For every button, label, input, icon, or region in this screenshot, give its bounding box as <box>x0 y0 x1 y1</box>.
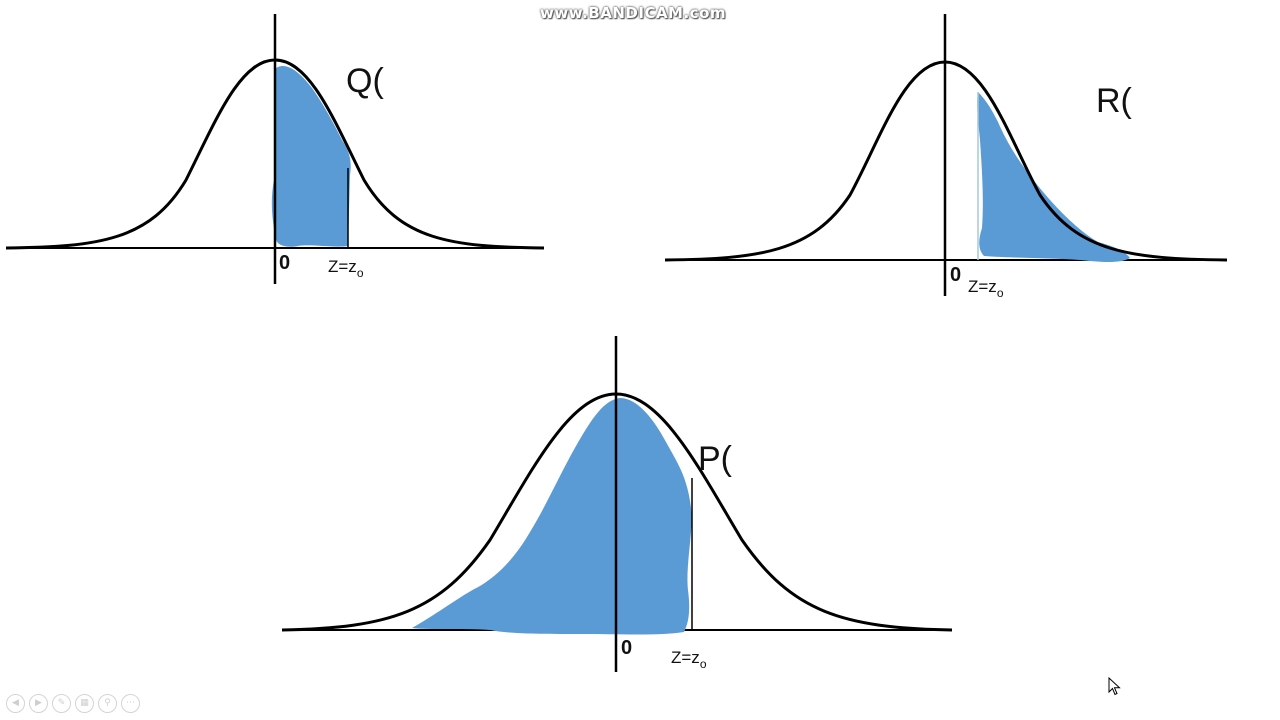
previous-icon[interactable]: ◀ <box>6 694 25 713</box>
p-origin-label: 0 <box>621 637 632 659</box>
panel-q: Q( 0 Z=zo <box>5 14 545 284</box>
p-z-label: Z=zo <box>671 648 707 671</box>
q-label: Q( <box>346 62 384 100</box>
r-shaded-area <box>977 92 1130 262</box>
more-icon[interactable]: ⋯ <box>121 694 140 713</box>
r-z-label: Z=zo <box>968 277 1004 300</box>
q-z-label: Z=zo <box>328 257 364 280</box>
q-origin-label: 0 <box>279 252 290 274</box>
panel-p: P( 0 Z=zo <box>281 336 953 672</box>
p-shaded-area <box>412 398 692 635</box>
slides-icon[interactable]: ▦ <box>75 694 94 713</box>
q-z-main: Z=z <box>328 257 357 276</box>
r-origin-label: 0 <box>950 264 961 286</box>
r-z-sub: o <box>997 286 1004 300</box>
r-label: R( <box>1096 82 1133 120</box>
q-shaded-area <box>271 66 351 247</box>
next-icon[interactable]: ▶ <box>29 694 48 713</box>
pen-icon[interactable]: ✎ <box>52 694 71 713</box>
q-z-sub: o <box>357 266 364 280</box>
panel-r: R( 0 Z=zo <box>664 14 1228 300</box>
recording-watermark: www.BANDICAM.com <box>540 4 727 22</box>
r-z-main: Z=z <box>968 277 997 296</box>
p-z-sub: o <box>700 657 707 671</box>
p-z-main: Z=z <box>671 648 700 667</box>
zoom-icon[interactable]: ⚲ <box>98 694 117 713</box>
mouse-cursor-icon <box>1108 677 1121 696</box>
slideshow-toolbar: ◀ ▶ ✎ ▦ ⚲ ⋯ <box>6 694 140 713</box>
p-label: P( <box>698 440 733 478</box>
